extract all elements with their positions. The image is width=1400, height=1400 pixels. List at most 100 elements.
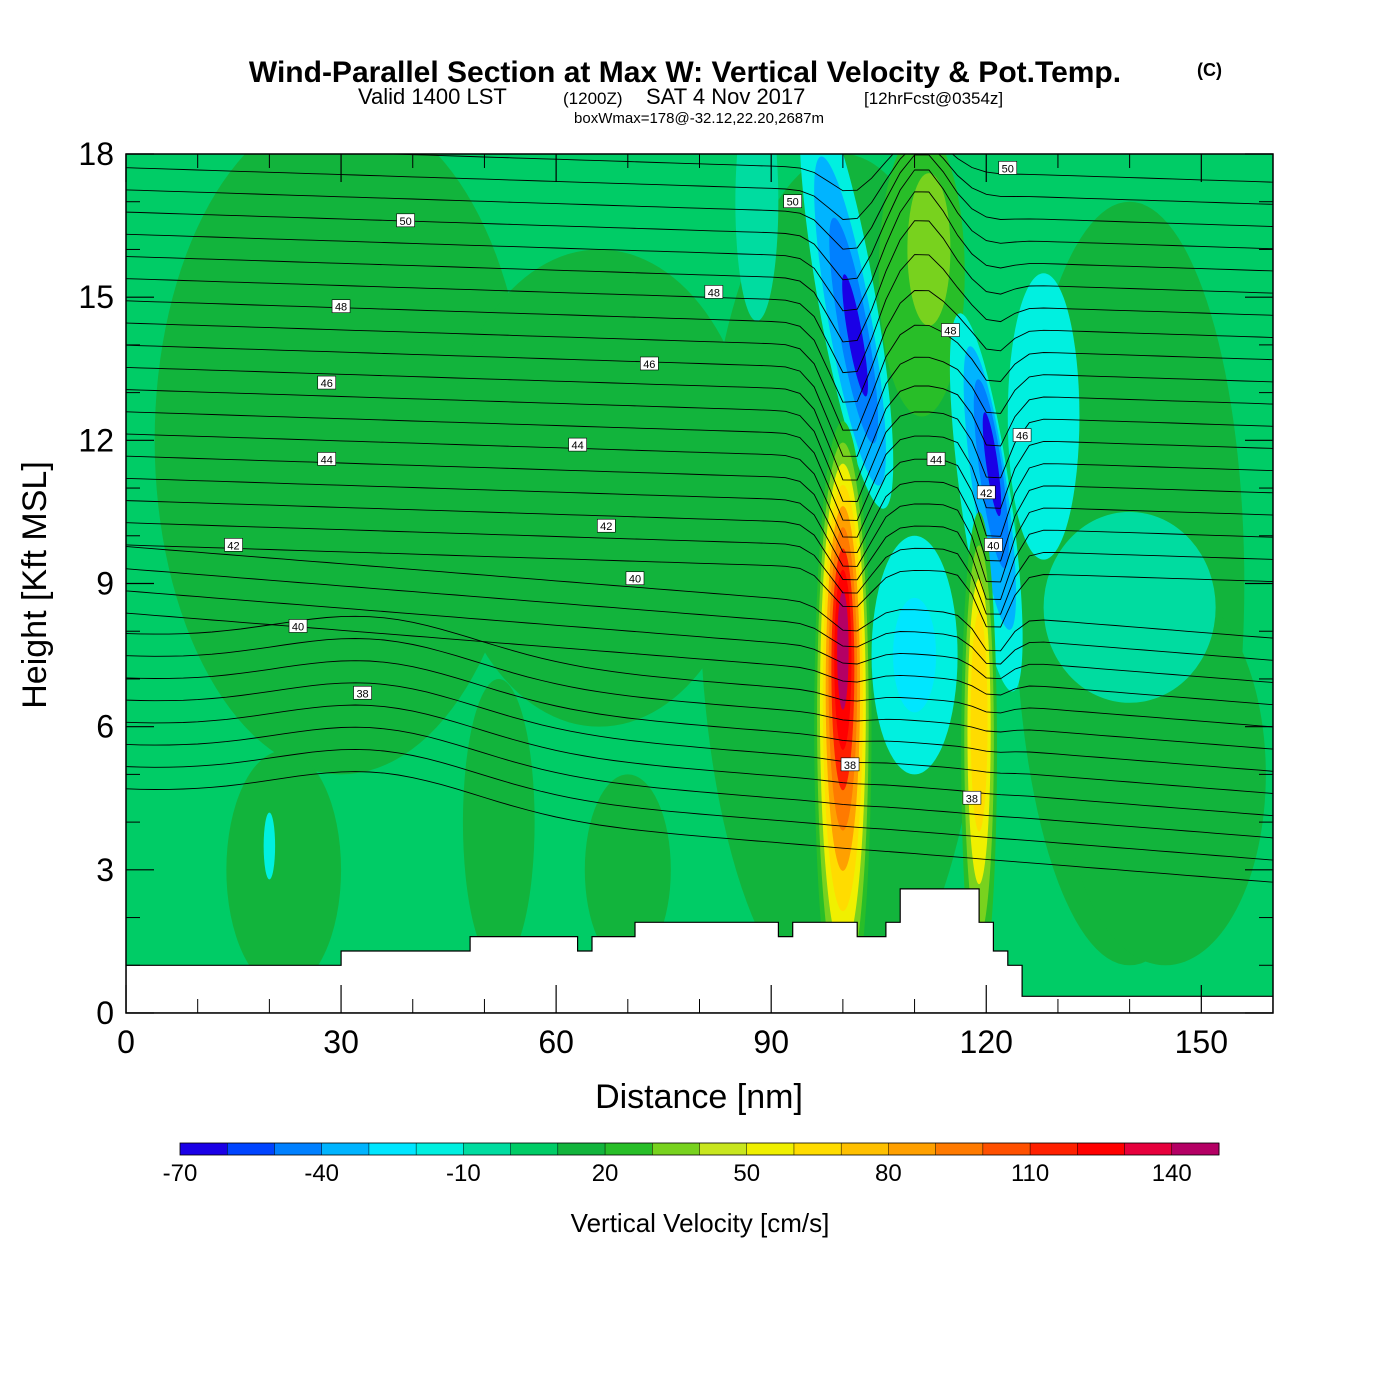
theta-contour-line: [126, 546, 1273, 652]
theta-contour-line: [126, 191, 1273, 312]
boxwmax-note: boxWmax=178@-32.12,22.20,2687m: [574, 110, 824, 127]
colorbar-tick-label: 80: [875, 1160, 902, 1187]
theta-contour-line: [126, 660, 1273, 772]
colorbar-swatch: [699, 1143, 748, 1155]
theta-contour-label: 48: [331, 299, 351, 314]
theta-contour-line: [126, 411, 1273, 521]
svg-text:42: 42: [980, 488, 992, 500]
terrain: [126, 888, 1273, 1013]
field-band: [1043, 511, 1216, 703]
copyright-mark: (C): [1197, 60, 1222, 80]
colorbar-swatch: [321, 1143, 370, 1155]
colorbar-swatch: [1124, 1143, 1173, 1155]
svg-text:38: 38: [356, 688, 368, 700]
x-tick-label: 30: [323, 1024, 359, 1060]
y-tick-label: 9: [96, 566, 114, 602]
theta-contour-label: 40: [984, 538, 1003, 552]
theta-contour-line: [126, 290, 1273, 403]
theta-contour-label: 44: [926, 452, 946, 466]
svg-text:40: 40: [629, 574, 641, 586]
valid-time-utc: (1200Z): [563, 89, 623, 108]
colorbar-swatch: [841, 1143, 889, 1155]
theta-contour-line: [126, 169, 1273, 281]
svg-text:38: 38: [966, 793, 978, 805]
colorbar-swatch: [463, 1143, 512, 1155]
theta-contour-label: 50: [783, 194, 802, 209]
theta-contour-line: [126, 344, 1273, 457]
subtitle: Valid 1400 LST (1200Z) SAT 4 Nov 2017 [1…: [358, 84, 1003, 109]
svg-text:44: 44: [321, 454, 333, 466]
svg-text:46: 46: [643, 359, 655, 371]
theta-contour-line: [126, 615, 1273, 728]
updraft-1-ring: [837, 590, 849, 710]
field-band: [462, 678, 535, 966]
colorbar-swatch: [274, 1143, 323, 1155]
downdraft-2-core: [982, 412, 1002, 517]
colorbar-swatch: [1077, 1143, 1126, 1155]
x-tick-label: 120: [960, 1024, 1013, 1060]
theta-contour-line: [126, 568, 1273, 665]
colorbar-swatch: [746, 1143, 795, 1155]
y-tick-label: 15: [78, 279, 114, 315]
y-axis-title: Height [Kft MSL]: [16, 461, 54, 709]
axes: 0 30 60 90 120 150 0 3 6 9 12 15 18: [78, 136, 1273, 1060]
theta-contour-line: [126, 154, 1273, 220]
theta-contour-line: [126, 771, 1273, 883]
field-band: [154, 154, 528, 775]
y-tick-label: 0: [96, 995, 114, 1031]
theta-contour-line: [126, 220, 1273, 343]
svg-text:46: 46: [1016, 431, 1028, 443]
colorbar-swatch: [935, 1143, 984, 1155]
valid-date: SAT 4 Nov 2017: [646, 84, 805, 109]
theta-contour-label: 48: [941, 323, 960, 338]
theta-contour-line: [126, 612, 1273, 706]
colorbar-tick-label: 50: [733, 1160, 760, 1187]
theta-contour-label: 40: [288, 619, 308, 633]
theta-contour-line: [126, 544, 1273, 628]
svg-text:48: 48: [335, 302, 347, 314]
colorbar-title: Vertical Velocity [cm/s]: [571, 1208, 830, 1238]
theta-contours: [126, 154, 1273, 883]
field-band: [226, 750, 342, 990]
colorbar-swatch: [1030, 1143, 1078, 1155]
svg-text:42: 42: [600, 521, 612, 533]
valid-time-prefix: Valid 1400 LST: [358, 84, 507, 109]
theta-contour-line: [126, 366, 1273, 481]
colorbar-swatch: [652, 1143, 700, 1155]
y-tick-label: 6: [96, 709, 114, 745]
colorbar-tick-label: 140: [1152, 1160, 1192, 1187]
theta-contour-label: 50: [396, 213, 415, 228]
theta-contour-label: 44: [568, 437, 587, 452]
field-band: [893, 597, 937, 713]
theta-contour-line: [126, 455, 1273, 562]
svg-text:42: 42: [227, 540, 239, 552]
field-band: [735, 154, 779, 321]
svg-text:48: 48: [708, 287, 720, 299]
theta-contour-line: [126, 638, 1273, 750]
svg-text:50: 50: [787, 197, 799, 209]
updraft-2-ring: [970, 612, 988, 832]
theta-contour-line: [126, 500, 1273, 600]
svg-text:40: 40: [292, 621, 304, 633]
x-tick-label: 90: [753, 1024, 789, 1060]
theta-contour-label: 38: [353, 685, 372, 700]
x-axis-title: Distance [nm]: [595, 1078, 803, 1116]
theta-contour-labels: 50 48 46 44 42 40 38 44 42 40 46 48 50 50 48 46 44 42 40 38…: [224, 161, 1032, 805]
field-band: [1007, 273, 1080, 560]
theta-contour-label: 46: [317, 375, 337, 390]
theta-contour-line: [126, 704, 1273, 817]
colorbar-swatch: [1171, 1143, 1220, 1155]
svg-text:50: 50: [399, 216, 411, 228]
colorbar-tick-label: -10: [446, 1160, 481, 1187]
theta-contour-line: [126, 748, 1273, 861]
colorbar: -70 -40 -10 20 50 80 110 140: [163, 1142, 1220, 1187]
y-tick-label: 18: [78, 136, 114, 172]
colorbar-swatch: [368, 1143, 417, 1155]
colorbar-tick-label: 20: [592, 1160, 619, 1187]
colorbar-swatch: [510, 1143, 559, 1155]
theta-contour-line: [126, 433, 1273, 538]
colorbar-tick-label: -40: [304, 1160, 339, 1187]
chart-title: Wind-Parallel Section at Max W: Vertical…: [249, 56, 1121, 89]
theta-contour-line: [126, 154, 1273, 250]
x-tick-label: 60: [538, 1024, 574, 1060]
